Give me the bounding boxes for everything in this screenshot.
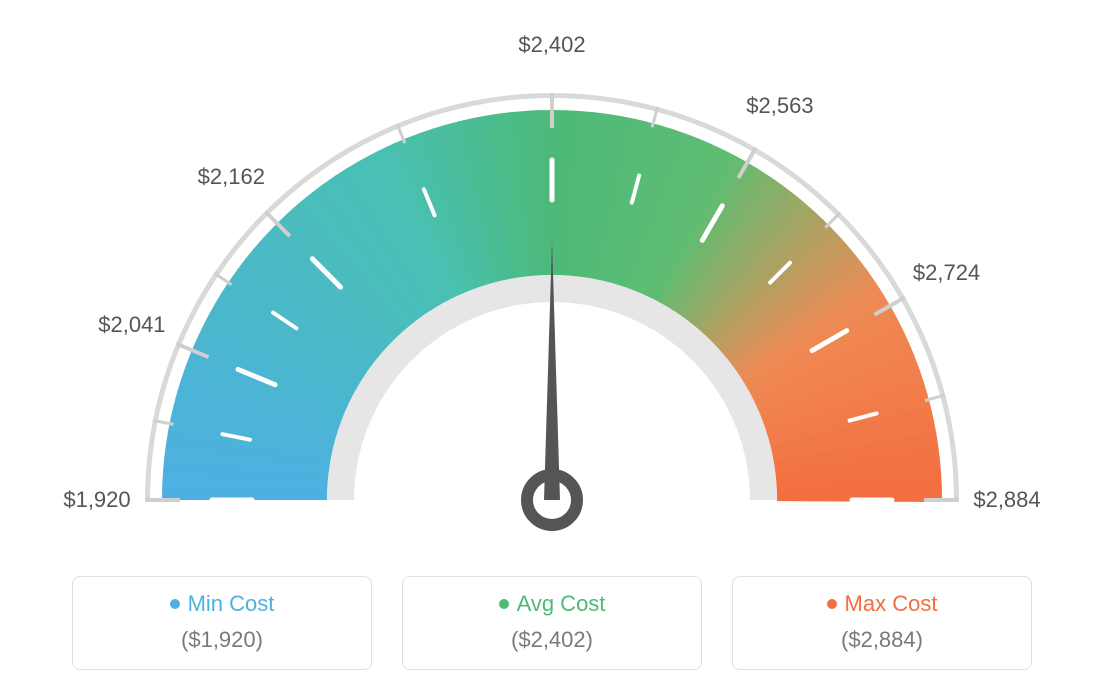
legend-title-text: Max Cost [845, 591, 938, 617]
gauge-scale-label: $1,920 [63, 487, 130, 513]
dot-icon [170, 599, 180, 609]
legend-title-avg: Avg Cost [499, 591, 606, 617]
cost-gauge-chart: $1,920 $2,041 $2,162 $2,402 $2,563 $2,724 $2,8… [0, 0, 1104, 550]
dot-icon [827, 599, 837, 609]
gauge-scale-label: $2,563 [746, 93, 813, 119]
legend-card-avg: Avg Cost ($2,402) [402, 576, 702, 670]
legend-value-min: ($1,920) [73, 627, 371, 653]
gauge-scale-label: $2,162 [198, 164, 265, 190]
legend-value-avg: ($2,402) [403, 627, 701, 653]
gauge-scale-label: $2,402 [518, 32, 585, 58]
legend-card-max: Max Cost ($2,884) [732, 576, 1032, 670]
legend-title-text: Min Cost [188, 591, 275, 617]
legend-card-min: Min Cost ($1,920) [72, 576, 372, 670]
dot-icon [499, 599, 509, 609]
legend-title-max: Max Cost [827, 591, 938, 617]
legend-title-text: Avg Cost [517, 591, 606, 617]
legend-row: Min Cost ($1,920) Avg Cost ($2,402) Max … [0, 576, 1104, 670]
gauge-scale-label: $2,724 [913, 260, 980, 286]
gauge-scale-label: $2,041 [98, 312, 165, 338]
legend-title-min: Min Cost [170, 591, 275, 617]
gauge-scale-label: $2,884 [973, 487, 1040, 513]
legend-value-max: ($2,884) [733, 627, 1031, 653]
